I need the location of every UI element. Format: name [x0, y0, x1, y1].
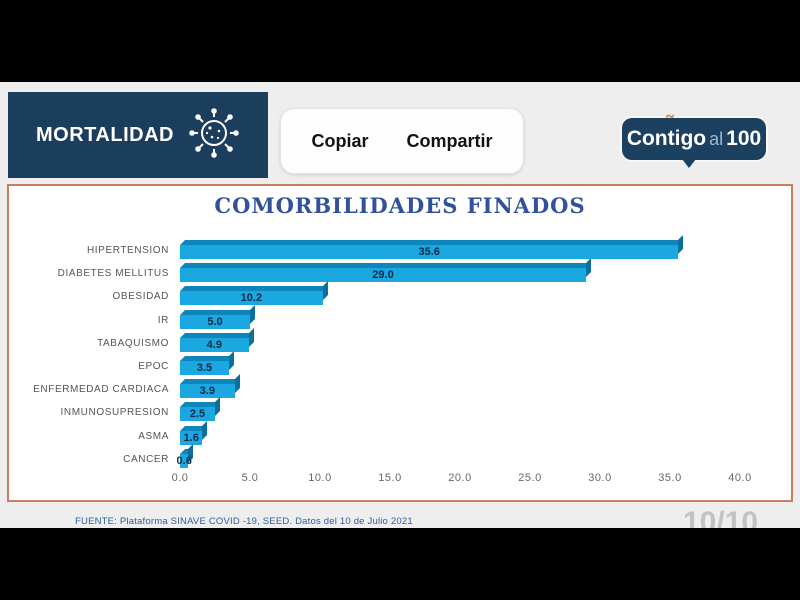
bar-asma: 1.6	[180, 430, 203, 445]
share-button[interactable]: Compartir	[401, 130, 499, 153]
bar-diabetes-mellitus: 29.0	[180, 268, 586, 283]
x-axis-tick: 5.0	[241, 472, 259, 484]
bar-value-label: 3.9	[199, 385, 215, 398]
bar-inmunosupresion: 2.5	[180, 407, 215, 422]
logo-text-al: al	[709, 128, 724, 149]
category-label: ENFERMEDAD CARDIACA	[33, 384, 169, 396]
category-label: CANCER	[123, 453, 169, 465]
bar-value-label: 29.0	[372, 269, 394, 282]
category-label: INMUNOSUPRESION	[60, 407, 169, 419]
x-axis-tick: 10.0	[308, 472, 332, 484]
bar-value-label: 0.6	[176, 454, 192, 467]
bar-value-label: 35.6	[418, 246, 440, 258]
mortalidad-header: MORTALIDAD	[8, 92, 268, 178]
x-axis-tick: 35.0	[658, 472, 682, 484]
x-axis-tick: 0.0	[171, 472, 189, 484]
virus-icon	[188, 107, 240, 164]
copy-button[interactable]: Copiar	[305, 130, 374, 153]
category-label: ASMA	[138, 430, 169, 442]
action-button-group: Copiar Compartir	[280, 108, 524, 174]
bar-cancer: 0.6	[177, 453, 192, 468]
bar-value-label: 2.5	[189, 408, 206, 421]
bar-ir: 5.0	[180, 314, 250, 329]
x-axis-tick: 30.0	[588, 472, 612, 484]
x-axis-tick: 15.0	[378, 472, 402, 484]
x-axis-tick: 25.0	[518, 472, 542, 484]
source-note: FUENTE: Plataforma SINAVE COVID -19, SEE…	[75, 516, 413, 527]
mortalidad-title: MORTALIDAD	[36, 123, 174, 146]
bar-epoc: 3.5	[180, 361, 229, 375]
category-label: DIABETES MELLITUS	[57, 268, 169, 280]
category-label: TABAQUISMO	[97, 337, 169, 349]
contigo-al-100-logo: Contigo al 100 ˜	[622, 111, 766, 168]
bar-hipertension: 35.6	[180, 245, 679, 259]
category-label: EPOC	[138, 361, 169, 372]
bottom-letterbox-bar	[0, 528, 800, 600]
bar-tabaquismo: 4.9	[180, 337, 249, 352]
bar-enfermedad-cardiaca: 3.9	[180, 384, 235, 399]
bar-value-label: 4.9	[206, 338, 222, 351]
chart-title: COMORBILIDADES FINADOS	[214, 193, 586, 218]
category-label: OBESIDAD	[112, 291, 169, 303]
logo-tilde-accent: ˜	[666, 111, 674, 136]
bar-value-label: 3.5	[196, 362, 213, 374]
comorbidities-chart: COMORBILIDADES FINADOS HIPERTENSION 35.6 D…	[7, 184, 793, 502]
bar-obesidad: 10.2	[180, 291, 323, 306]
bar-value-label: 5.0	[207, 315, 223, 328]
logo-text-contigo: Contigo	[626, 127, 707, 150]
bar-value-label: 1.6	[183, 431, 199, 444]
category-label: IR	[157, 314, 169, 326]
x-axis-tick: 40.0	[728, 472, 752, 484]
bar-value-label: 10.2	[240, 292, 263, 305]
x-axis-tick: 20.0	[448, 472, 472, 484]
logo-text-100: 100	[726, 127, 762, 150]
category-label: HIPERTENSION	[86, 245, 169, 256]
top-letterbox-bar	[0, 0, 800, 82]
